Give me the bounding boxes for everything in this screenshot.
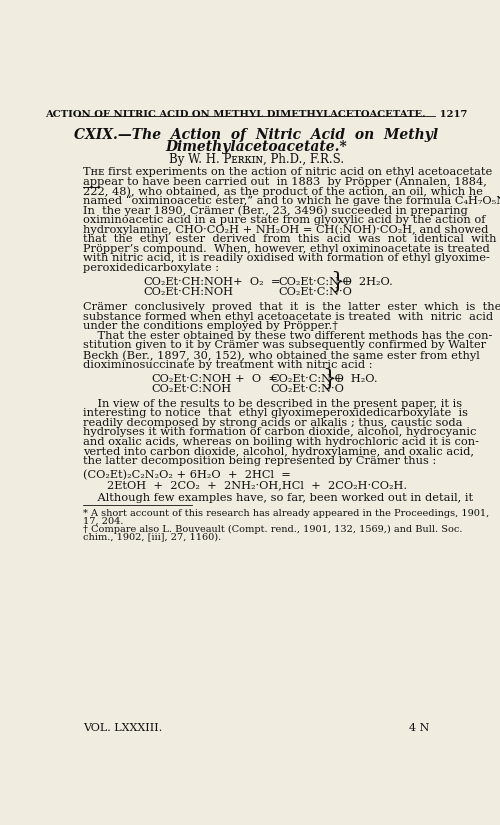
Text: Dimethylacetoacetate.*: Dimethylacetoacetate.* <box>166 139 347 153</box>
Text: (CO₂Et)₂C₂N₂O₂ + 6H₂O  +  2HCl  =: (CO₂Et)₂C₂N₂O₂ + 6H₂O + 2HCl = <box>84 469 291 480</box>
Text: In  the year 1890, Crämer (Ber., 23, 3496) succeeded in preparing: In the year 1890, Crämer (Ber., 23, 3496… <box>84 205 468 216</box>
Text: stitution given to it by Crämer was subsequently confirmed by Walter: stitution given to it by Crämer was subs… <box>84 341 486 351</box>
Text: interesting to notice  that  ethyl glyoximeperoxidedicarboxylate  is: interesting to notice that ethyl glyoxim… <box>84 408 468 418</box>
Text: hydrolyses it with formation of carbon dioxide, alcohol, hydrocyanic: hydrolyses it with formation of carbon d… <box>84 427 477 437</box>
Text: +  O₂  =: + O₂ = <box>233 277 280 287</box>
Text: +  H₂O.: + H₂O. <box>334 374 378 384</box>
Text: }: } <box>330 271 344 293</box>
Text: ACTION OF NITRIC ACID ON METHYL DIMETHYLACETOACETATE.    1217: ACTION OF NITRIC ACID ON METHYL DIMETHYL… <box>45 110 468 119</box>
Text: By W. H. Pᴇʀᴋɪɴ, Ph.D., F.R.S.: By W. H. Pᴇʀᴋɪɴ, Ph.D., F.R.S. <box>168 153 344 166</box>
Text: chim., 1902, [iii], 27, 1160).: chim., 1902, [iii], 27, 1160). <box>84 532 222 541</box>
Text: that  the  ethyl  ester  derived  from  this  acid  was  not  identical  with: that the ethyl ester derived from this a… <box>84 234 497 244</box>
Text: In view of the results to be described in the present paper, it is: In view of the results to be described i… <box>84 398 462 408</box>
Text: verted into carbon dioxide, alcohol, hydroxylamine, and oxalic acid,: verted into carbon dioxide, alcohol, hyd… <box>84 446 474 457</box>
Text: 2EtOH  +  2CO₂  +  2NH₂·OH,HCl  +  2CO₂H·CO₂H.: 2EtOH + 2CO₂ + 2NH₂·OH,HCl + 2CO₂H·CO₂H. <box>106 480 407 490</box>
Text: readily decomposed by strong acids or alkalis ; thus, caustic soda: readily decomposed by strong acids or al… <box>84 417 463 428</box>
Text: CO₂Et·C:N·O: CO₂Et·C:N·O <box>278 277 352 287</box>
Text: oximinoacetic acid in a pure state from glyoxylic acid by the action of: oximinoacetic acid in a pure state from … <box>84 214 486 225</box>
Text: Although few examples have, so far, been worked out in detail, it: Although few examples have, so far, been… <box>84 493 473 503</box>
Text: 17, 204.: 17, 204. <box>84 516 124 526</box>
Text: CO₂Et·C:N·O: CO₂Et·C:N·O <box>278 287 352 297</box>
Text: named “oximinoacetic ester,” and to which he gave the formula C₄H₇O₅N.: named “oximinoacetic ester,” and to whic… <box>84 196 500 206</box>
Text: and oxalic acids, whereas on boiling with hydrochloric acid it is con-: and oxalic acids, whereas on boiling wit… <box>84 437 479 447</box>
Text: +  2H₂O.: + 2H₂O. <box>342 277 392 287</box>
Text: CXIX.—The  Action  of  Nitric  Acid  on  Methyl: CXIX.—The Action of Nitric Acid on Methy… <box>74 128 438 142</box>
Text: CO₂Et·C:N·O: CO₂Et·C:N·O <box>270 384 344 394</box>
Text: hydroxylamine, CHO·CO₂H + NH₂OH = CH(:​NOH)·CO₂H, and showed: hydroxylamine, CHO·CO₂H + NH₂OH = CH(:​N… <box>84 224 489 235</box>
Text: 222, 48), who obtained, as the product of the action, an oil, which he: 222, 48), who obtained, as the product o… <box>84 186 483 196</box>
Text: VOL. LXXXIII.: VOL. LXXXIII. <box>84 723 162 733</box>
Text: CO₂Et·CH:NOH: CO₂Et·CH:NOH <box>144 287 234 297</box>
Text: 4 N: 4 N <box>408 723 429 733</box>
Text: Crämer  conclusively  proved  that  it  is  the  latter  ester  which  is  the: Crämer conclusively proved that it is th… <box>84 302 500 312</box>
Text: dioximinosuccinate by treatment with nitric acid :: dioximinosuccinate by treatment with nit… <box>84 360 373 370</box>
Text: That the ester obtained by these two different methods has the con-: That the ester obtained by these two dif… <box>84 331 493 341</box>
Text: with nitric acid, it is readily oxidised with formation of ethyl glyoxime-: with nitric acid, it is readily oxidised… <box>84 253 490 263</box>
Text: peroxidedicarboxylate :: peroxidedicarboxylate : <box>84 263 220 273</box>
Text: CO₂Et·C:NOH: CO₂Et·C:NOH <box>152 374 232 384</box>
Text: † Compare also L. Bouveault (Compt. rend., ​1901, 132, 1569,) and Bull. Soc.: † Compare also L. Bouveault (Compt. rend… <box>84 525 463 534</box>
Text: CO₂Et·C:N·O: CO₂Et·C:N·O <box>270 374 344 384</box>
Text: CO₂Et·CH:NOH: CO₂Et·CH:NOH <box>144 277 234 287</box>
Text: * A short account of this research has already appeared in the Proceedings, 1901: * A short account of this research has a… <box>84 509 490 518</box>
Text: under the conditions employed by Pröpper.†: under the conditions employed by Pröpper… <box>84 321 338 331</box>
Text: CO₂Et·C:NOH: CO₂Et·C:NOH <box>152 384 232 394</box>
Text: Pröpper’s compound.  When, however, ethyl oximinoacetate is treated: Pröpper’s compound. When, however, ethyl… <box>84 243 490 254</box>
Text: appear to have been carried out  in 1883  by Pröpper (Annalen, 1884,: appear to have been carried out in 1883 … <box>84 177 487 187</box>
Text: Beckh (Ber., 1897, 30, 152), who obtained the same ester from ethyl: Beckh (Ber., 1897, 30, 152), who obtaine… <box>84 350 480 361</box>
Text: Tʜᴇ first experiments on the action of nitric acid on ethyl acetoacetate: Tʜᴇ first experiments on the action of n… <box>84 167 492 177</box>
Text: the latter decomposition being represented by Crämer thus :: the latter decomposition being represent… <box>84 456 436 466</box>
Text: +  O  =: + O = <box>234 374 278 384</box>
Text: substance formed when ethyl acetoacetate is treated  with  nitric  acid: substance formed when ethyl acetoacetate… <box>84 312 494 322</box>
Text: }: } <box>322 368 336 390</box>
